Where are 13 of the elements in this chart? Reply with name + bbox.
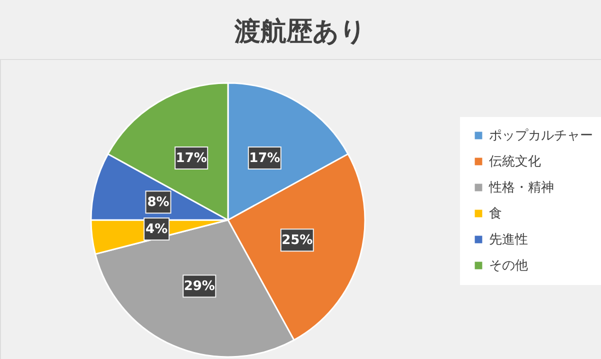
data-label: 25% bbox=[282, 233, 313, 248]
data-label: 8% bbox=[147, 195, 170, 210]
data-label: 17% bbox=[249, 151, 280, 166]
legend-label: その他 bbox=[489, 258, 528, 274]
data-label: 29% bbox=[184, 279, 215, 294]
legend-label: ポップカルチャー bbox=[489, 128, 593, 144]
legend-label: 伝統文化 bbox=[489, 154, 541, 170]
data-label: 4% bbox=[146, 222, 168, 238]
legend-label: 性格・精神 bbox=[488, 180, 554, 196]
data-label: 17% bbox=[176, 151, 207, 166]
chart-title: 渡航歴あり bbox=[234, 17, 366, 47]
legend-label: 先進性 bbox=[489, 232, 528, 248]
legend-label: 食 bbox=[489, 206, 502, 222]
